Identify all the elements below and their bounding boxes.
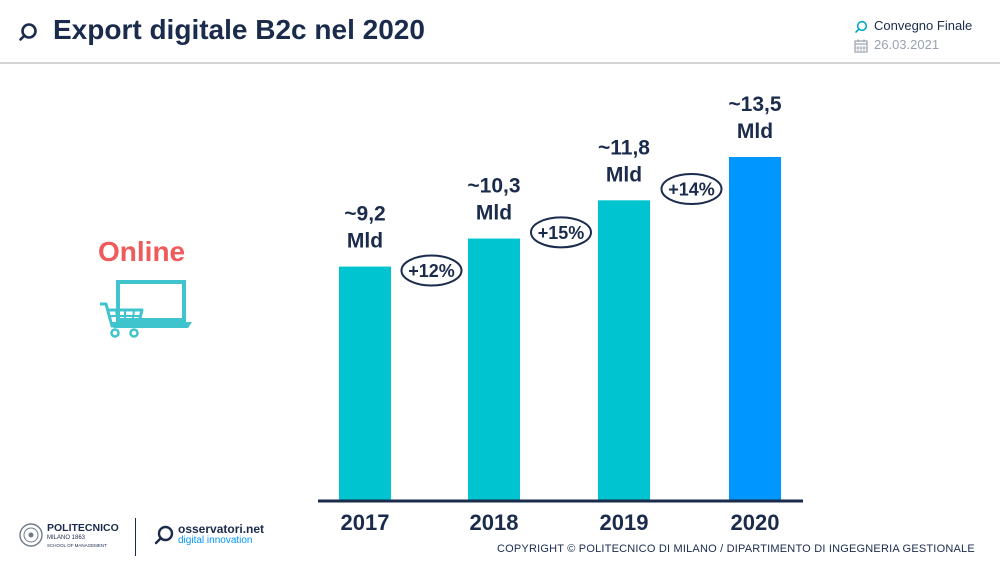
magnifier-icon [855, 20, 868, 33]
growth-label-3: +14% [668, 180, 715, 200]
growth-badge-3 [660, 173, 723, 205]
x-tick-label-2018: 2018 [470, 510, 519, 535]
osservatori-name: osservatori.net [178, 522, 265, 536]
header: Export digitale B2c nel 2020 Convegno Fi… [0, 0, 1000, 64]
x-tick-label-2020: 2020 [731, 510, 780, 535]
copyright-text: COPYRIGHT © POLITECNICO DI MILANO / DIPA… [497, 543, 975, 555]
polimi-seal-icon [19, 523, 43, 547]
data-label-2020-line-1: ~13,5 [728, 93, 781, 116]
bar-2017 [339, 266, 391, 501]
growth-badge-1 [400, 254, 463, 287]
data-label-2019-line-2: Mld [606, 163, 642, 186]
data-label-2020-line-2: Mld [737, 120, 773, 143]
growth-label-2: +15% [538, 223, 585, 243]
event-info: Convegno Finale 26.03.2021 [854, 18, 984, 56]
growth-label-1: +12% [408, 261, 455, 281]
bar-2018 [468, 238, 520, 501]
data-label-2018-line-1: ~10,3 [467, 175, 520, 198]
data-label-2017-line-2: Mld [347, 230, 383, 253]
magnifier-logo-icon [19, 23, 37, 41]
x-tick-label-2017: 2017 [341, 510, 390, 535]
event-name: Convegno Finale [874, 18, 973, 33]
x-tick-label-2019: 2019 [600, 510, 649, 535]
polimi-sub1: MILANO 1863 [47, 535, 86, 541]
data-label-2017-line-1: ~9,2 [344, 203, 385, 226]
footer-logos: POLITECNICO MILANO 1863 SCHOOL OF MANAGE… [18, 518, 278, 558]
event-date: 26.03.2021 [874, 37, 940, 52]
page-title: Export digitale B2c nel 2020 [53, 14, 425, 45]
event-date-row: 26.03.2021 [854, 37, 984, 56]
osservatori-sub: digital innovation [178, 535, 253, 546]
data-label-2019-line-1: ~11,8 [598, 136, 650, 159]
event-name-row: Convegno Finale [854, 18, 984, 37]
polimi-name: POLITECNICO [47, 522, 119, 534]
logo-divider [135, 518, 136, 556]
calendar-icon [854, 39, 868, 53]
polimi-sub2: SCHOOL OF MANAGEMENT [47, 543, 107, 548]
osservatori-magnifier-icon [154, 525, 174, 545]
data-label-2018-line-2: Mld [476, 202, 512, 225]
laptop-cart-icon [100, 280, 192, 338]
online-label: Online [98, 236, 186, 267]
growth-badge-2 [530, 216, 592, 249]
bar-2019 [598, 200, 650, 501]
bar-2020 [729, 157, 781, 501]
